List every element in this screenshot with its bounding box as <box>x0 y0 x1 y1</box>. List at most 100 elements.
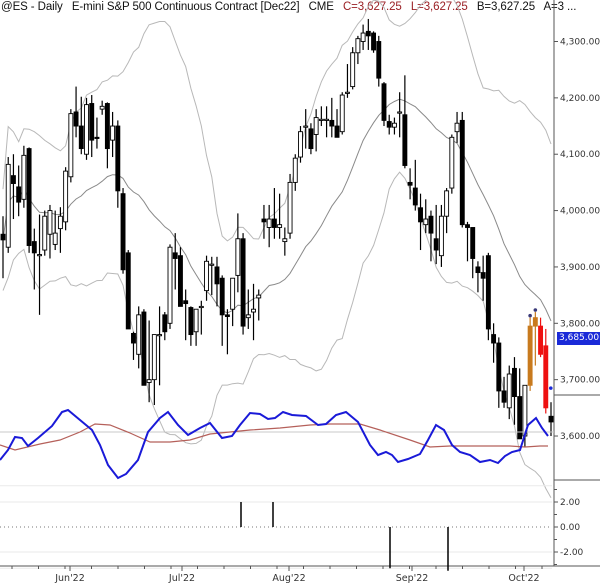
candle[interactable] <box>204 255 209 301</box>
candle[interactable] <box>313 109 319 152</box>
candle[interactable] <box>512 357 517 425</box>
candle[interactable] <box>172 233 178 290</box>
candle[interactable] <box>198 300 204 335</box>
candle[interactable] <box>52 210 58 251</box>
candle[interactable] <box>188 306 194 346</box>
candle[interactable] <box>47 204 53 259</box>
candle[interactable] <box>146 320 152 403</box>
candle[interactable] <box>277 193 283 239</box>
candle[interactable] <box>240 233 246 335</box>
candle[interactable] <box>167 244 173 329</box>
candle[interactable] <box>84 97 89 160</box>
candle[interactable] <box>381 82 387 127</box>
candle[interactable] <box>230 277 236 327</box>
candle[interactable] <box>292 154 298 191</box>
candle[interactable] <box>318 106 324 127</box>
candle[interactable] <box>496 337 502 408</box>
candle[interactable] <box>261 204 267 239</box>
candle[interactable] <box>94 117 100 149</box>
candle[interactable] <box>345 64 350 98</box>
candle[interactable] <box>235 213 241 293</box>
candle[interactable] <box>407 168 413 200</box>
candle[interactable] <box>141 309 147 386</box>
candle[interactable] <box>402 75 408 169</box>
candle[interactable] <box>548 402 554 437</box>
candle[interactable] <box>115 120 121 208</box>
candle[interactable] <box>78 96 84 155</box>
candle[interactable] <box>418 193 423 251</box>
candle[interactable] <box>10 154 16 220</box>
candle[interactable] <box>256 289 262 321</box>
candle[interactable] <box>68 109 74 183</box>
candle[interactable] <box>475 261 481 293</box>
candle[interactable] <box>162 312 168 341</box>
candle[interactable] <box>538 317 544 358</box>
candle[interactable] <box>532 312 538 366</box>
candle[interactable] <box>449 134 455 194</box>
candle[interactable] <box>350 47 356 90</box>
candle[interactable] <box>282 227 288 256</box>
candle[interactable] <box>219 275 225 346</box>
candle[interactable] <box>42 210 48 256</box>
candle[interactable] <box>16 165 22 217</box>
candle[interactable] <box>397 92 403 138</box>
candle[interactable] <box>454 111 460 143</box>
candle[interactable] <box>444 188 450 234</box>
candle[interactable] <box>491 323 497 363</box>
candle[interactable] <box>266 204 272 248</box>
candle[interactable] <box>360 24 366 50</box>
candle[interactable] <box>391 117 397 135</box>
candle[interactable] <box>183 289 189 341</box>
candle[interactable] <box>428 210 434 262</box>
candle[interactable] <box>303 109 309 149</box>
candle[interactable] <box>73 86 79 138</box>
candle[interactable] <box>131 331 136 360</box>
candle[interactable] <box>480 255 486 301</box>
candle[interactable] <box>506 365 512 420</box>
candle[interactable] <box>329 97 335 138</box>
candle[interactable] <box>63 167 69 231</box>
candle[interactable] <box>470 227 476 279</box>
candle[interactable] <box>438 204 444 267</box>
candle[interactable] <box>324 106 330 138</box>
candle[interactable] <box>485 252 491 341</box>
candle[interactable] <box>110 111 116 158</box>
candle[interactable] <box>89 95 95 158</box>
candle[interactable] <box>517 368 523 440</box>
candle[interactable] <box>151 334 157 406</box>
candle[interactable] <box>26 147 32 253</box>
candle[interactable] <box>412 159 418 211</box>
candle[interactable] <box>245 289 251 329</box>
candle[interactable] <box>308 123 314 155</box>
candle[interactable] <box>287 173 293 239</box>
candle[interactable] <box>57 207 63 253</box>
candle[interactable] <box>355 35 361 65</box>
candle[interactable] <box>371 31 377 53</box>
candle[interactable] <box>459 111 465 228</box>
candle[interactable] <box>251 283 256 341</box>
candle[interactable] <box>224 309 230 355</box>
candle[interactable] <box>423 199 429 234</box>
candle[interactable] <box>386 114 392 135</box>
candle[interactable] <box>465 221 470 262</box>
candle[interactable] <box>157 306 163 386</box>
candle[interactable] <box>214 256 220 307</box>
candle[interactable] <box>104 102 110 169</box>
candle[interactable] <box>365 18 371 50</box>
candlestick-series[interactable] <box>0 18 554 448</box>
candle[interactable] <box>376 35 382 87</box>
candle[interactable] <box>0 216 6 279</box>
candle[interactable] <box>433 204 439 265</box>
candle[interactable] <box>5 157 11 253</box>
candle[interactable] <box>99 100 105 115</box>
candle[interactable] <box>339 92 345 135</box>
candle[interactable] <box>501 376 507 408</box>
candle[interactable] <box>125 250 131 330</box>
candle[interactable] <box>177 247 183 307</box>
candle[interactable] <box>298 126 303 163</box>
candle[interactable] <box>37 214 42 315</box>
candle[interactable] <box>193 308 199 346</box>
candle[interactable] <box>21 145 27 208</box>
candle[interactable] <box>209 256 215 296</box>
